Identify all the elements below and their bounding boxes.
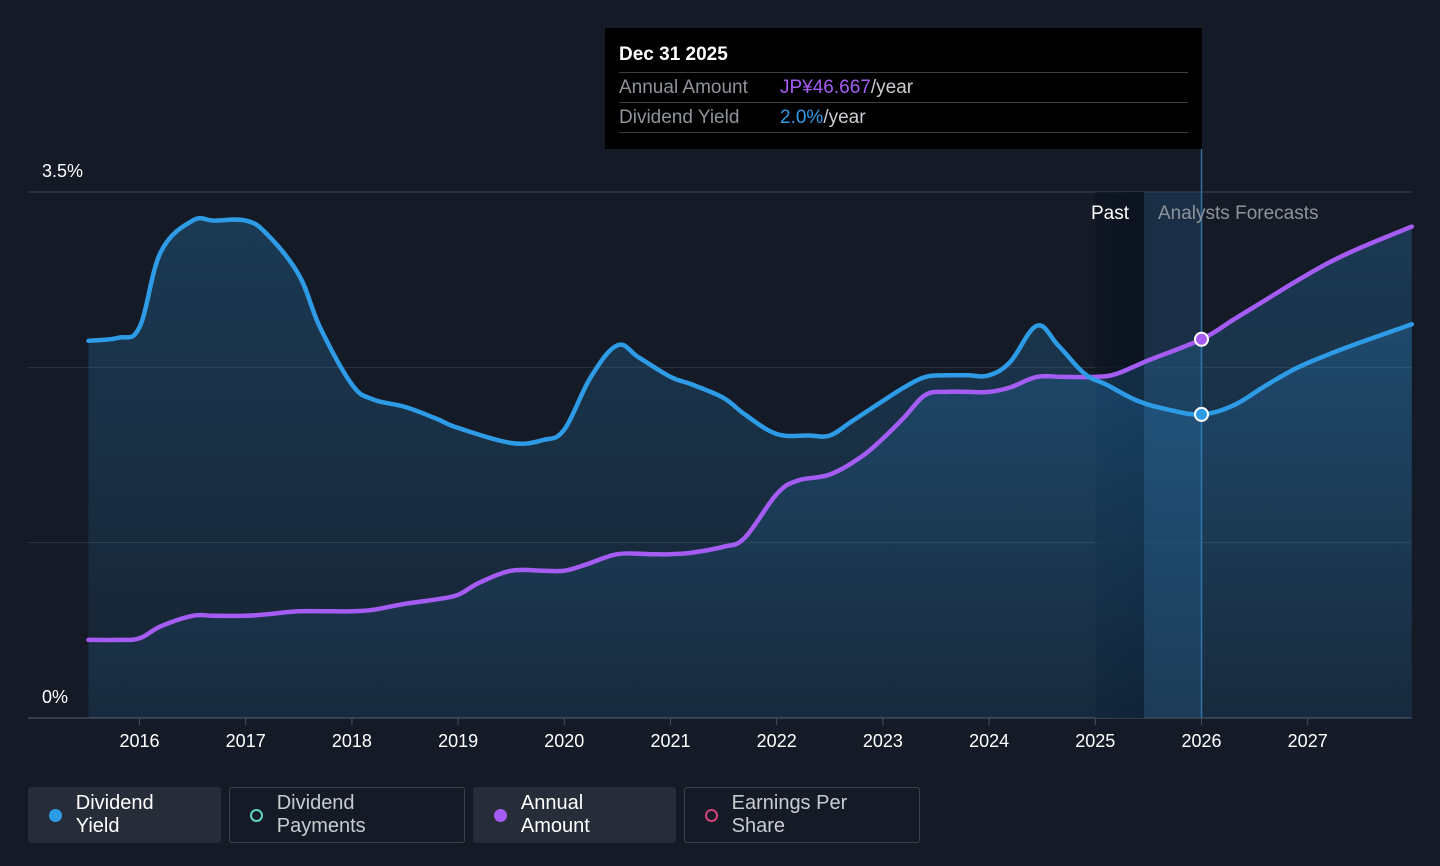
tooltip-label: Dividend Yield	[619, 107, 740, 128]
x-tick-label: 2019	[438, 731, 478, 751]
tooltip-value: 2.0%	[780, 107, 824, 128]
annual-amount-area	[88, 226, 1412, 718]
tooltip-unit: /year	[823, 107, 866, 128]
ring-circle-icon	[705, 808, 718, 822]
legend-dividend-yield[interactable]: Dividend Yield	[28, 787, 221, 843]
tooltip-row-annual-amount: Annual Amount JP¥46.667 /year	[619, 73, 1188, 103]
legend-earnings-per-share[interactable]: Earnings Per Share	[684, 787, 920, 843]
x-tick-label: 2026	[1181, 731, 1221, 751]
hover-tooltip: Dec 31 2025 Annual Amount JP¥46.667 /yea…	[605, 28, 1202, 149]
x-tick-label: 2020	[544, 731, 584, 751]
tooltip-unit: /year	[870, 77, 914, 98]
tooltip-date: Dec 31 2025	[619, 42, 1188, 73]
legend-label: Dividend Yield	[75, 792, 154, 837]
annual-amount-marker	[1194, 331, 1209, 347]
x-axis-ticks: 2016 2017 2018 2019 2020 2021 2022 2023 2024 2025…	[119, 718, 1328, 751]
dividend-yield-marker	[1194, 406, 1209, 422]
forecast-region-label: Analysts Forecasts	[1158, 203, 1319, 224]
tooltip-value: JP¥46.667	[780, 77, 871, 98]
y-tick-label-bottom: 0%	[42, 687, 68, 707]
filled-circle-icon	[49, 808, 62, 822]
x-tick-label: 2027	[1288, 731, 1328, 751]
dividend-yield-line	[86, 215, 1415, 447]
x-tick-label: 2018	[332, 731, 372, 751]
ring-circle-icon	[250, 808, 263, 822]
x-tick-label: 2022	[757, 731, 797, 751]
x-tick-label: 2023	[863, 731, 903, 751]
tooltip-label: Annual Amount	[619, 77, 748, 98]
legend-dividend-payments[interactable]: Dividend Payments	[229, 787, 465, 843]
x-tick-label: 2025	[1075, 731, 1115, 751]
filled-circle-icon	[494, 808, 507, 822]
x-tick-label: 2017	[226, 731, 266, 751]
legend-label: Dividend Payments	[276, 792, 366, 837]
axis-labels: 3.5% 0% Past Analysts Forecasts	[42, 161, 1319, 707]
legend: Dividend Yield Dividend Payments Annual …	[28, 787, 920, 843]
hover-markers	[1194, 331, 1209, 422]
y-tick-label-top: 3.5%	[42, 161, 83, 181]
tooltip-row-dividend-yield: Dividend Yield 2.0% /year	[619, 103, 1188, 133]
series-areas	[88, 218, 1412, 719]
x-tick-label: 2021	[650, 731, 690, 751]
legend-label: Earnings Per Share	[731, 792, 848, 837]
legend-annual-amount[interactable]: Annual Amount	[473, 787, 676, 843]
legend-label: Annual Amount	[520, 792, 590, 837]
x-tick-label: 2024	[969, 731, 1009, 751]
x-tick-label: 2016	[119, 731, 159, 751]
series-lines	[86, 215, 1415, 643]
annual-amount-line	[86, 224, 1415, 643]
past-region-label: Past	[1091, 203, 1130, 224]
